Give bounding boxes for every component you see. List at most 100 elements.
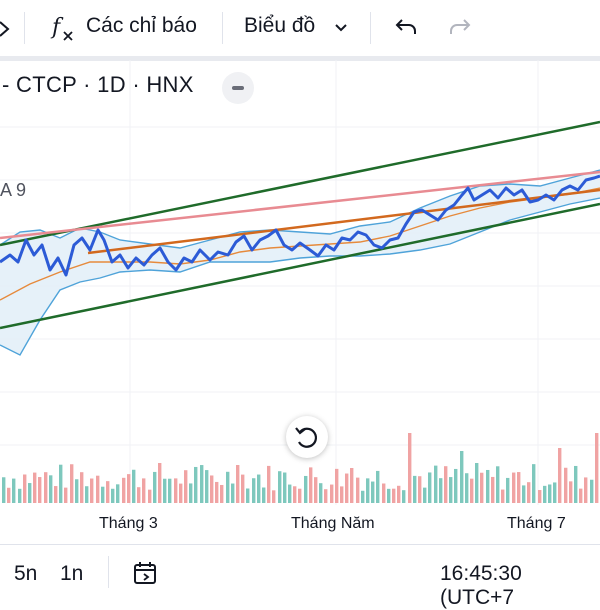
- volume-bar: [127, 474, 131, 503]
- volume-bar: [413, 475, 417, 503]
- volume-bar: [283, 472, 287, 503]
- volume-bar: [590, 479, 594, 503]
- volume-bar: [174, 478, 178, 503]
- volume-bar: [319, 483, 323, 503]
- volume-bar: [148, 489, 152, 503]
- volume-bar: [241, 474, 245, 503]
- volume-bar: [101, 486, 105, 503]
- volume-bar: [543, 485, 547, 503]
- volume-bar: [522, 485, 526, 503]
- collapse-legend-button[interactable]: [222, 72, 254, 104]
- clock-timezone[interactable]: 16:45:30 (UTC+7: [440, 562, 522, 609]
- moving-average-line: [0, 187, 600, 301]
- volume-bar: [376, 470, 380, 503]
- volume-bar: [330, 484, 334, 503]
- volume-bar: [298, 488, 302, 503]
- undo-icon[interactable]: [394, 16, 418, 38]
- volume-bar: [59, 464, 63, 503]
- volume-bar: [293, 486, 297, 503]
- volume-bar: [439, 478, 443, 503]
- volume-bar: [460, 451, 464, 503]
- volume-bar: [434, 465, 438, 503]
- chevron-icon[interactable]: [0, 18, 14, 40]
- chart-type-button[interactable]: Biểu đồ: [244, 14, 316, 37]
- volume-bar: [231, 483, 235, 503]
- volume-bar: [44, 472, 48, 503]
- volume-bar: [246, 488, 250, 503]
- symbol-legend[interactable]: - CTCP · 1D · HNX: [2, 72, 194, 97]
- volume-bar: [85, 486, 89, 503]
- volume-bar: [272, 490, 276, 503]
- volume-bar: [397, 485, 401, 503]
- volume-bar: [538, 490, 542, 503]
- grid: [0, 60, 600, 505]
- channel-upper-line[interactable]: [0, 120, 600, 247]
- volume-bar: [70, 464, 74, 503]
- volume-bar: [470, 478, 474, 503]
- bottom-bar-divider: [0, 544, 600, 545]
- volume-bar: [579, 488, 583, 503]
- bottom-separator: [108, 556, 109, 588]
- volume-bar: [75, 479, 79, 503]
- volume-bar: [335, 468, 339, 503]
- volume-bar: [106, 481, 110, 503]
- volume-bar: [111, 488, 115, 503]
- minus-icon: [232, 86, 244, 90]
- volume-bar: [12, 478, 16, 503]
- price-chart[interactable]: [0, 60, 600, 544]
- redo-icon[interactable]: [448, 16, 472, 38]
- volume-bar: [236, 465, 240, 503]
- volume-bar: [356, 477, 360, 503]
- volume-bar: [116, 484, 120, 503]
- dropdown-chevron-icon[interactable]: [334, 22, 348, 34]
- volume-bar: [80, 472, 84, 503]
- volume-bar: [2, 477, 6, 503]
- price-line: [0, 174, 600, 277]
- volume-bar: [23, 474, 27, 503]
- range-5n-button[interactable]: 5n: [14, 562, 38, 585]
- reset-chart-button[interactable]: [286, 416, 328, 458]
- volume-bar: [38, 477, 42, 503]
- volume-bar: [314, 477, 318, 503]
- volume-bar: [288, 484, 292, 503]
- volume-bar: [506, 477, 510, 503]
- range-1n-button[interactable]: 1n: [60, 562, 84, 585]
- volume-bar: [189, 483, 193, 503]
- volume-bar: [465, 473, 469, 503]
- volume-bar: [564, 467, 568, 503]
- fx-icon[interactable]: f: [50, 14, 76, 42]
- volume-bar: [512, 472, 516, 503]
- volume-bar: [595, 433, 599, 503]
- indicators-button[interactable]: Các chỉ báo: [86, 14, 197, 37]
- volume-bar: [532, 464, 536, 503]
- volume-bar: [371, 481, 375, 503]
- channel-lower-line[interactable]: [0, 202, 600, 330]
- volume-bar: [142, 478, 146, 503]
- toolbar-separator: [370, 12, 371, 44]
- calendar-icon[interactable]: [132, 560, 158, 586]
- volume-bar: [496, 466, 500, 503]
- volume-bar: [392, 488, 396, 503]
- volume-bar: [153, 471, 157, 503]
- volume-bar: [54, 486, 58, 503]
- volume-bar: [553, 482, 557, 503]
- volume-bar: [132, 469, 136, 503]
- trendline-orange[interactable]: [87, 188, 600, 255]
- volume-bar: [350, 468, 354, 503]
- volume-bar: [158, 463, 162, 503]
- volume-bar: [486, 469, 490, 503]
- volume-bar: [210, 475, 214, 503]
- volume-bar: [200, 465, 204, 503]
- volume-bar: [267, 465, 271, 503]
- volume-bar: [324, 489, 328, 503]
- indicator-legend[interactable]: A 9: [0, 180, 27, 200]
- trendline-pink[interactable]: [0, 170, 600, 240]
- volume-bar: [574, 465, 578, 503]
- volume-bar: [340, 486, 344, 503]
- volume-bar: [122, 477, 126, 503]
- volume-bar: [418, 476, 422, 503]
- volume-bar: [184, 470, 188, 503]
- volume-bar: [366, 478, 370, 503]
- volume-bar: [402, 490, 406, 503]
- volume-bar: [569, 481, 573, 503]
